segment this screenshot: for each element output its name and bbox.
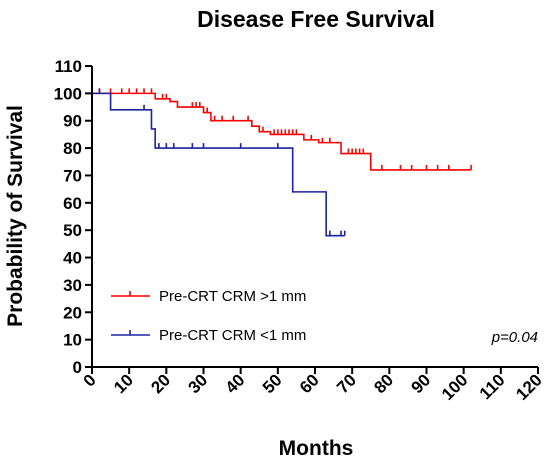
legend-label-1: Pre-CRT CRM >1 mm [159, 288, 306, 305]
x-tick-label: 90 [408, 370, 435, 397]
plot-area [92, 88, 472, 237]
y-tick-label: 40 [63, 249, 82, 268]
y-tick-label: 20 [63, 303, 82, 322]
x-tick-label: 0 [80, 370, 100, 390]
chart-title: Disease Free Survival [197, 6, 435, 32]
y-tick-label: 60 [63, 194, 82, 213]
x-tick-label: 70 [333, 370, 360, 397]
series-line-1 [92, 92, 472, 171]
x-tick-label: 30 [185, 370, 212, 397]
y-tick-label: 50 [63, 221, 82, 240]
x-tick-label: 60 [296, 370, 323, 397]
y-tick-label: 90 [63, 112, 82, 131]
x-tick-label: 100 [438, 370, 471, 403]
y-tick-label: 70 [63, 166, 82, 185]
series-line-2 [92, 92, 345, 237]
y-tick-label: 0 [73, 358, 82, 377]
legend-label-2: Pre-CRT CRM <1 mm [159, 327, 306, 344]
x-tick-label: 10 [110, 370, 137, 397]
y-tick-label: 80 [63, 139, 82, 158]
x-tick-label: 40 [222, 370, 249, 397]
legend: Pre-CRT CRM >1 mm Pre-CRT CRM <1 mm [111, 288, 306, 344]
y-tick-label: 30 [63, 276, 82, 295]
x-axis-title: Months [279, 437, 354, 460]
x-tick-label: 20 [147, 370, 174, 397]
y-tick-label: 10 [63, 331, 82, 350]
y-tick-label: 110 [55, 57, 82, 76]
y-tick-label: 100 [54, 84, 82, 103]
x-tick-label: 50 [259, 370, 286, 397]
y-axis-title: Probability of Survival [4, 105, 27, 327]
x-tick-label: 120 [512, 370, 545, 403]
p-value-annotation: p=0.04 [491, 329, 538, 346]
x-tick-label: 80 [370, 370, 397, 397]
x-tick-label: 110 [476, 370, 509, 403]
